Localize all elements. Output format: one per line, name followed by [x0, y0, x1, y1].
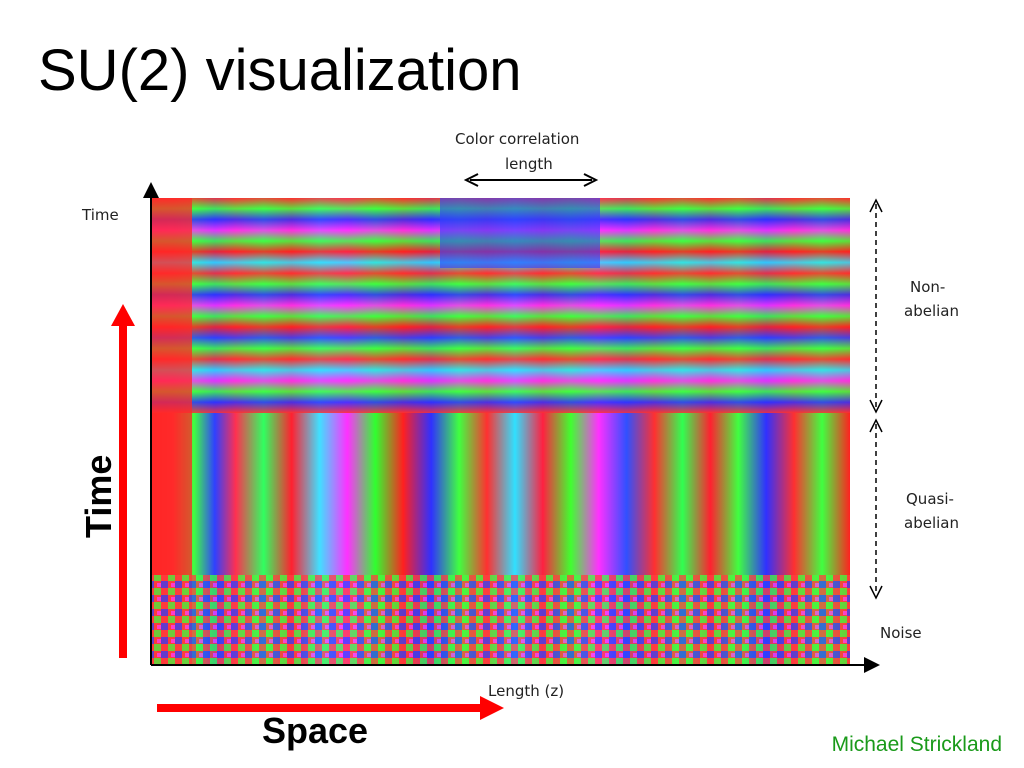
time-red-arrow	[111, 304, 135, 658]
axis-time-label: Time	[82, 206, 119, 224]
noise-label: Noise	[880, 624, 922, 642]
heatmap-image	[152, 198, 850, 665]
quasiabelian-range-arrow	[869, 418, 883, 600]
space-red-arrow	[157, 696, 504, 720]
slide-title: SU(2) visualization	[38, 38, 522, 103]
author-credit: Michael Strickland	[831, 733, 1002, 756]
correlation-length-arrow	[463, 173, 599, 187]
nonabelian-range-arrow	[869, 198, 883, 414]
nonabelian-label-line1: Non-	[910, 278, 946, 296]
space-annotation: Space	[262, 710, 369, 751]
time-annotation: Time	[78, 454, 119, 538]
quasiabelian-label-line1: Quasi-	[906, 490, 954, 508]
correlation-label-line2: length	[505, 155, 553, 173]
quasiabelian-label-line2: abelian	[904, 514, 959, 532]
correlation-label-line1: Color correlation	[455, 130, 580, 148]
nonabelian-label-line2: abelian	[904, 302, 959, 320]
axis-length-label: Length (z)	[488, 682, 565, 700]
